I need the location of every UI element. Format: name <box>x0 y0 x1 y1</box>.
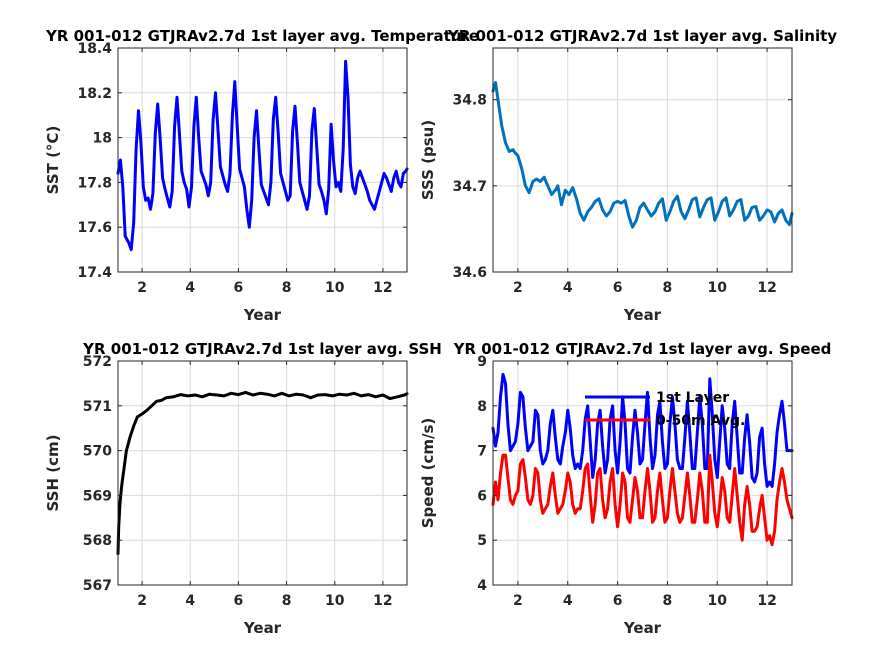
speed-y-tick-label: 6 <box>477 488 487 504</box>
sss-axes-frame <box>492 47 793 273</box>
speed-chart-title: YR 001-012 GTJRAv2.7d 1st layer avg. Spe… <box>453 340 832 358</box>
sss-series-line-0 <box>491 81 794 229</box>
ssh-y-tick-label: 570 <box>83 444 112 460</box>
sss-x-tick-label: 12 <box>757 280 776 296</box>
speed-y-tick-label: 9 <box>477 354 487 370</box>
speed-x-tick-label: 2 <box>513 593 523 609</box>
speed-y-tick-label: 5 <box>477 533 487 549</box>
ssh-y-tick-label: 568 <box>83 533 112 549</box>
speed-axes-frame <box>492 360 793 586</box>
ssh-series-line-0 <box>116 390 409 556</box>
sst-panel: 2 4 6 8 10 12 17.4 17.6 17.8 18 18.2 18.4 Year SST (°… <box>44 27 479 324</box>
sst-axes-frame <box>117 47 408 273</box>
ssh-y-tick-label: 572 <box>83 354 112 370</box>
ssh-y-tick-label: 567 <box>83 578 112 594</box>
sst-x-tick-label: 12 <box>373 280 392 296</box>
speed-x-tick-label: 8 <box>663 593 673 609</box>
sss-x-tick-label: 4 <box>563 280 573 296</box>
ssh-panel: 2 4 6 8 10 12 567 568 569 570 571 572 Year SSH (cm) YR… <box>44 340 442 637</box>
sst-y-tick-label: 18 <box>93 131 112 147</box>
speed-y-tick-label: 7 <box>477 444 487 460</box>
speed-series-line-1 <box>491 453 794 547</box>
speed-y-axis-label: Speed (cm/s) <box>419 418 437 529</box>
speed-x-tick-label: 12 <box>757 593 776 609</box>
sst-y-tick-label: 17.4 <box>77 265 112 281</box>
speed-panel: 2 4 6 8 10 12 4 5 6 7 8 9 Year Speed (cm/s) YR 001-012… <box>419 340 831 637</box>
sst-x-tick-label: 6 <box>234 280 244 296</box>
sss-x-tick-label: 10 <box>708 280 728 296</box>
sst-x-tick-label: 4 <box>185 280 195 296</box>
speed-legend-label: 1st Layer <box>656 390 729 406</box>
sss-y-axis-label: SSS (psu) <box>419 120 437 200</box>
sst-y-axis-label: SST (°C) <box>44 126 62 195</box>
sss-chart-title: YR 001-012 GTJRAv2.7d 1st layer avg. Sal… <box>447 27 837 45</box>
sss-plot-area <box>493 48 792 272</box>
sst-y-tick-label: 18.4 <box>77 41 112 57</box>
speed-x-tick-label: 6 <box>613 593 623 609</box>
ssh-chart-title: YR 001-012 GTJRAv2.7d 1st layer avg. SSH <box>82 340 442 358</box>
speed-legend-label: 0-50m Avg. <box>656 413 745 429</box>
sss-y-tick-label: 34.6 <box>452 265 487 281</box>
ssh-axes-frame <box>117 360 408 586</box>
ssh-y-axis-label: SSH (cm) <box>44 435 62 512</box>
ssh-x-tick-label: 6 <box>234 593 244 609</box>
sss-y-tick-label: 34.7 <box>452 179 487 195</box>
sss-y-tick-label: 34.8 <box>452 93 487 109</box>
ssh-x-tick-label: 10 <box>325 593 345 609</box>
sst-x-tick-label: 2 <box>137 280 147 296</box>
speed-y-tick-label: 8 <box>477 399 487 415</box>
speed-series-line-0 <box>491 372 794 488</box>
sst-y-tick-label: 18.2 <box>77 86 112 102</box>
speed-y-tick-label: 4 <box>477 578 487 594</box>
sst-plot-area <box>118 48 407 272</box>
ssh-x-axis-label: Year <box>243 619 282 637</box>
ssh-x-tick-label: 8 <box>282 593 292 609</box>
sst-series-line-0 <box>116 59 409 252</box>
sss-x-tick-label: 8 <box>663 280 673 296</box>
ssh-y-tick-label: 571 <box>83 399 112 415</box>
sst-x-axis-label: Year <box>243 306 282 324</box>
sst-y-tick-label: 17.6 <box>77 220 112 236</box>
sst-x-tick-label: 10 <box>325 280 345 296</box>
sss-x-tick-label: 2 <box>513 280 523 296</box>
speed-x-tick-label: 4 <box>563 593 573 609</box>
ssh-x-tick-label: 12 <box>373 593 392 609</box>
ssh-x-tick-label: 2 <box>137 593 147 609</box>
sss-x-axis-label: Year <box>623 306 662 324</box>
sst-x-tick-label: 8 <box>282 280 292 296</box>
speed-x-tick-label: 10 <box>708 593 728 609</box>
ssh-x-tick-label: 4 <box>185 593 195 609</box>
sss-panel: 2 4 6 8 10 12 34.6 34.7 34.8 Year SSS (psu) YR 001-… <box>419 27 837 324</box>
sst-chart-title: YR 001-012 GTJRAv2.7d 1st layer avg. Tem… <box>45 27 479 45</box>
ssh-y-tick-label: 569 <box>83 488 112 504</box>
sst-y-tick-label: 17.8 <box>77 175 112 191</box>
speed-x-axis-label: Year <box>623 619 662 637</box>
sss-x-tick-label: 6 <box>613 280 623 296</box>
